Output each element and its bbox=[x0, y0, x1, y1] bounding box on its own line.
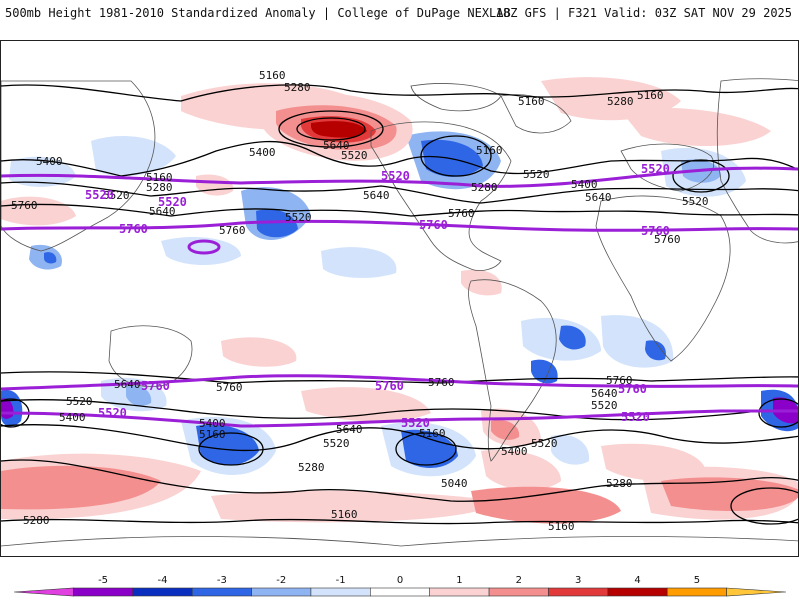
contour-label: 5520 bbox=[531, 437, 558, 450]
colorbar-tick-label: 1 bbox=[456, 575, 462, 586]
contour-label: 5280 bbox=[607, 95, 634, 108]
contour-label: 5640 bbox=[323, 139, 350, 152]
contour-label: 5640 bbox=[114, 378, 141, 391]
colorbar-bin bbox=[132, 587, 193, 597]
model-run-info: 18Z GFS | F321 Valid: 03Z SAT NOV 29 202… bbox=[495, 6, 792, 20]
contour-label: 5160 bbox=[548, 520, 575, 533]
colorbar-bin bbox=[607, 587, 668, 597]
colorbar: -5 -4 -3 -2 -1 0 1 2 3 4 5 bbox=[13, 575, 787, 597]
colorbar-tick-label: 2 bbox=[516, 575, 522, 586]
contour-label: 5520 bbox=[285, 211, 312, 224]
colorbar-bin bbox=[429, 587, 490, 597]
colorbar-tick-label: -4 bbox=[157, 575, 167, 586]
colorbar-tick-label: -1 bbox=[336, 575, 346, 586]
colorbar-ticks: -5 -4 -3 -2 -1 0 1 2 3 4 5 bbox=[98, 575, 700, 586]
map-title: 500mb Height 1981-2010 Standardized Anom… bbox=[5, 6, 511, 20]
contour-label: 5520 bbox=[341, 149, 368, 162]
contour-label: 5760 bbox=[219, 224, 246, 237]
colorbar-tick-label: -2 bbox=[276, 575, 286, 586]
contour-label: 5760 bbox=[216, 381, 243, 394]
colorbar-tick-label: -5 bbox=[98, 575, 108, 586]
climo-contour-label: 5760 bbox=[618, 382, 647, 396]
contour-label: 5640 bbox=[585, 191, 612, 204]
contour-label: 5160 bbox=[518, 95, 545, 108]
climatology-contours bbox=[1, 166, 798, 428]
contour-label: 5640 bbox=[336, 423, 363, 436]
climo-contour-label: 5760 bbox=[419, 218, 448, 232]
contour-label: 5640 bbox=[149, 205, 176, 218]
contour-label: 5400 bbox=[249, 146, 276, 159]
contour-label: 5160 bbox=[331, 508, 358, 521]
contour-label: 5400 bbox=[36, 155, 63, 168]
contour-label: 5400 bbox=[199, 417, 226, 430]
colorbar-tick-label: 0 bbox=[397, 575, 403, 586]
climo-contour-label: 5520 bbox=[621, 410, 650, 424]
map-canvas: 5160 5280 5400 5520 5160 5280 5640 5760 … bbox=[1, 69, 798, 547]
contour-label: 5280 bbox=[606, 477, 633, 490]
colorbar-bin bbox=[251, 587, 312, 597]
contour-label: 5280 bbox=[146, 181, 173, 194]
climo-contour-label: 5520 bbox=[158, 195, 187, 209]
colorbar-bin bbox=[548, 587, 609, 597]
contour-label: 5160 bbox=[199, 428, 226, 441]
contour-label: 5280 bbox=[298, 461, 325, 474]
climo-contour-label: 5520 bbox=[98, 406, 127, 420]
contour-label: 5520 bbox=[323, 437, 350, 450]
contour-label: 5760 bbox=[11, 199, 38, 212]
climo-contour-label: 5760 bbox=[375, 379, 404, 393]
contour-label: 5640 bbox=[591, 387, 618, 400]
colorbar-bin bbox=[488, 587, 549, 597]
contour-label: 5400 bbox=[571, 178, 598, 191]
colorbar-bin bbox=[666, 587, 727, 597]
colorbar-bin bbox=[13, 587, 74, 597]
contour-label: 5280 bbox=[471, 181, 498, 194]
contour-label: 5280 bbox=[284, 81, 311, 94]
colorbar-bin bbox=[310, 587, 371, 597]
colorbar-bin bbox=[370, 587, 430, 597]
contour-label: 5760 bbox=[606, 374, 633, 387]
climo-contour-label: 5760 bbox=[641, 224, 670, 238]
contour-label: 5520 bbox=[591, 399, 618, 412]
contour-labels: 5160 5280 5400 5520 5160 5280 5640 5760 … bbox=[11, 69, 709, 533]
contour-label: 5040 bbox=[441, 477, 468, 490]
contour-label: 5760 bbox=[428, 376, 455, 389]
coastlines bbox=[1, 78, 798, 547]
contour-label: 5400 bbox=[59, 411, 86, 424]
contour-label: 5520 bbox=[682, 195, 709, 208]
colorbar-tick-label: 4 bbox=[634, 575, 640, 586]
colorbar-tick-label: 3 bbox=[575, 575, 581, 586]
climo-contour-label: 5520 bbox=[85, 188, 114, 202]
colorbar-bins bbox=[13, 587, 787, 597]
contour-label: 5400 bbox=[501, 445, 528, 458]
climo-contour-label: 5520 bbox=[401, 416, 430, 430]
contour-label: 5520 bbox=[523, 168, 550, 181]
climo-contour-label: 5760 bbox=[141, 379, 170, 393]
contour-label: 5640 bbox=[363, 189, 390, 202]
contour-label: 5160 bbox=[259, 69, 286, 82]
contour-label: 5160 bbox=[637, 89, 664, 102]
contour-label: 5760 bbox=[448, 207, 475, 220]
climo-contour-label: 5520 bbox=[381, 169, 410, 183]
contour-label: 5160 bbox=[419, 427, 446, 440]
contour-label: 5760 bbox=[654, 233, 681, 246]
contour-label: 5160 bbox=[476, 144, 503, 157]
colorbar-bin bbox=[73, 587, 134, 597]
contour-label: 5280 bbox=[23, 514, 50, 527]
colorbar-tick-label: 5 bbox=[694, 575, 700, 586]
anomaly-map[interactable]: 5160 5280 5400 5520 5160 5280 5640 5760 … bbox=[0, 40, 799, 557]
colorbar-bin bbox=[191, 587, 252, 597]
climo-contour-label: 5520 bbox=[641, 162, 670, 176]
contour-label: 5160 bbox=[146, 171, 173, 184]
climo-contour-label: 5760 bbox=[119, 222, 148, 236]
contour-label: 5520 bbox=[66, 395, 93, 408]
height-contours bbox=[1, 84, 798, 525]
colorbar-bin bbox=[726, 587, 787, 597]
colorbar-tick-label: -3 bbox=[217, 575, 227, 586]
contour-label: 5520 bbox=[103, 189, 130, 202]
